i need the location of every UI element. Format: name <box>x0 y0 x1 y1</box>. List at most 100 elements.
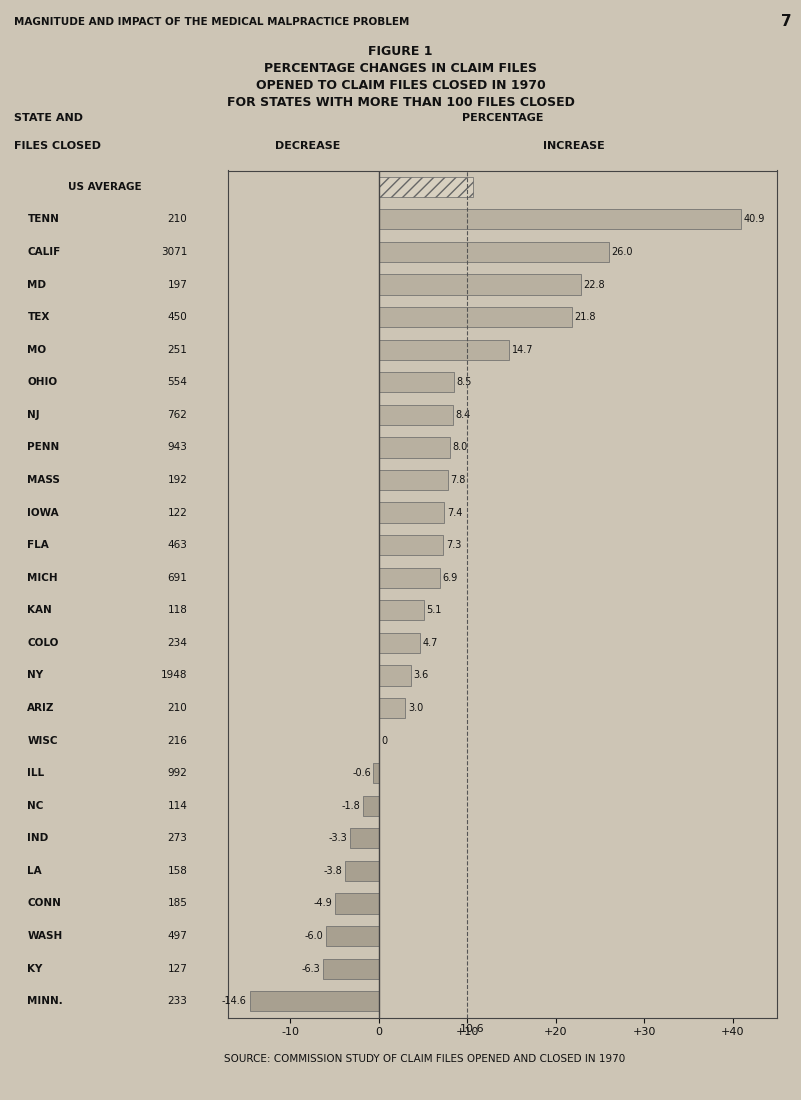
Text: MAGNITUDE AND IMPACT OF THE MEDICAL MALPRACTICE PROBLEM: MAGNITUDE AND IMPACT OF THE MEDICAL MALP… <box>14 16 410 26</box>
Text: FOR STATES WITH MORE THAN 100 FILES CLOSED: FOR STATES WITH MORE THAN 100 FILES CLOS… <box>227 96 574 109</box>
Text: 185: 185 <box>167 899 187 909</box>
Text: CONN: CONN <box>27 899 61 909</box>
Text: -4.9: -4.9 <box>314 899 332 909</box>
Text: KY: KY <box>27 964 42 974</box>
Text: 7: 7 <box>781 14 791 30</box>
Text: 40.9: 40.9 <box>743 214 765 224</box>
Text: WASH: WASH <box>27 931 62 942</box>
Bar <box>379 177 473 197</box>
Text: OPENED TO CLAIM FILES CLOSED IN 1970: OPENED TO CLAIM FILES CLOSED IN 1970 <box>256 79 545 92</box>
Text: 992: 992 <box>167 768 187 778</box>
Text: 234: 234 <box>167 638 187 648</box>
Text: -1.8: -1.8 <box>341 801 360 811</box>
Text: 691: 691 <box>167 573 187 583</box>
Text: 10.6: 10.6 <box>461 1023 485 1034</box>
Text: -0.6: -0.6 <box>352 768 371 778</box>
Bar <box>379 601 424 620</box>
Text: MASS: MASS <box>27 475 60 485</box>
Text: NC: NC <box>27 801 44 811</box>
Bar <box>379 405 453 425</box>
Bar <box>326 926 379 946</box>
Text: 1948: 1948 <box>161 670 187 681</box>
Text: -3.3: -3.3 <box>328 834 347 844</box>
Bar <box>379 242 609 262</box>
Text: 943: 943 <box>167 442 187 452</box>
Bar <box>379 568 440 587</box>
Text: -3.8: -3.8 <box>324 866 343 876</box>
Text: 14.7: 14.7 <box>512 344 533 354</box>
Text: FILES CLOSED: FILES CLOSED <box>14 142 102 152</box>
Text: 6.9: 6.9 <box>442 573 457 583</box>
Text: 251: 251 <box>167 344 187 354</box>
Text: COLO: COLO <box>27 638 58 648</box>
Text: 762: 762 <box>167 410 187 420</box>
Text: DECREASE: DECREASE <box>276 142 340 152</box>
Text: 158: 158 <box>167 866 187 876</box>
Bar <box>379 632 421 653</box>
Text: MD: MD <box>27 279 46 289</box>
Text: 273: 273 <box>167 834 187 844</box>
Text: 3.0: 3.0 <box>408 703 423 713</box>
Text: 3.6: 3.6 <box>413 670 429 681</box>
Text: 7.4: 7.4 <box>447 507 462 518</box>
Text: CALIF: CALIF <box>27 246 61 257</box>
Text: 3071: 3071 <box>161 246 187 257</box>
Text: 210: 210 <box>167 703 187 713</box>
Text: 4.7: 4.7 <box>423 638 438 648</box>
Text: MINN.: MINN. <box>27 997 63 1006</box>
Text: 216: 216 <box>167 736 187 746</box>
Text: US AVERAGE: US AVERAGE <box>68 182 142 191</box>
Text: 210: 210 <box>167 214 187 224</box>
Text: NY: NY <box>27 670 43 681</box>
Text: 127: 127 <box>167 964 187 974</box>
Text: TENN: TENN <box>27 214 59 224</box>
Bar <box>379 340 509 360</box>
Text: -6.0: -6.0 <box>304 931 323 942</box>
Bar <box>345 861 379 881</box>
Bar <box>323 958 379 979</box>
Text: 5.1: 5.1 <box>426 605 442 615</box>
Text: MICH: MICH <box>27 573 58 583</box>
Text: MO: MO <box>27 344 46 354</box>
Text: STATE AND: STATE AND <box>14 113 83 123</box>
Text: 122: 122 <box>167 507 187 518</box>
Text: OHIO: OHIO <box>27 377 58 387</box>
Bar <box>379 535 443 556</box>
Bar <box>379 438 449 458</box>
Text: 463: 463 <box>167 540 187 550</box>
Text: NJ: NJ <box>27 410 40 420</box>
Bar <box>363 795 379 816</box>
Bar <box>379 372 454 393</box>
Text: 197: 197 <box>167 279 187 289</box>
Text: IND: IND <box>27 834 49 844</box>
Text: PERCENTAGE: PERCENTAGE <box>462 113 543 123</box>
Text: KAN: KAN <box>27 605 52 615</box>
Text: LA: LA <box>27 866 42 876</box>
Text: IOWA: IOWA <box>27 507 59 518</box>
Text: 192: 192 <box>167 475 187 485</box>
Text: 114: 114 <box>167 801 187 811</box>
Text: 8.0: 8.0 <box>453 442 468 452</box>
Text: 26.0: 26.0 <box>611 246 633 257</box>
Text: 7.8: 7.8 <box>450 475 466 485</box>
Bar <box>379 274 581 295</box>
Text: 21.8: 21.8 <box>574 312 596 322</box>
Bar <box>336 893 379 914</box>
Text: TEX: TEX <box>27 312 50 322</box>
Text: 233: 233 <box>167 997 187 1006</box>
Text: 22.8: 22.8 <box>583 279 605 289</box>
Text: ILL: ILL <box>27 768 45 778</box>
Text: 7.3: 7.3 <box>446 540 461 550</box>
Text: 450: 450 <box>167 312 187 322</box>
Bar <box>379 666 411 685</box>
Text: WISC: WISC <box>27 736 58 746</box>
Text: 8.4: 8.4 <box>456 410 471 420</box>
Text: FIGURE 1: FIGURE 1 <box>368 45 433 58</box>
Bar <box>379 307 572 327</box>
Text: 0: 0 <box>381 736 388 746</box>
Text: ARIZ: ARIZ <box>27 703 55 713</box>
Bar <box>349 828 379 848</box>
Text: 8.5: 8.5 <box>457 377 472 387</box>
Bar <box>379 697 405 718</box>
Text: -6.3: -6.3 <box>301 964 320 974</box>
